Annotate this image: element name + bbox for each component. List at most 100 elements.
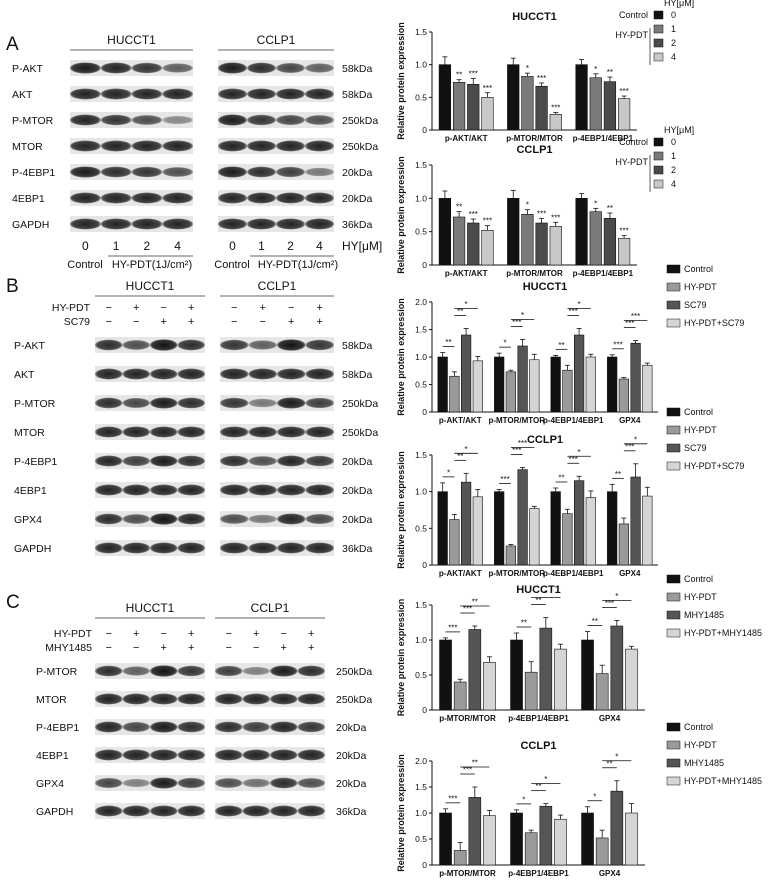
legend-dose-value: 0	[671, 137, 676, 147]
blot-band	[218, 114, 247, 126]
blot-band	[177, 368, 205, 380]
treatment-sign: +	[260, 302, 266, 314]
blot-band	[122, 398, 150, 408]
treatment-sign: −	[231, 316, 237, 328]
blot-band	[122, 368, 150, 380]
bar	[472, 360, 483, 413]
bar	[472, 496, 483, 566]
significance-label: ***	[483, 217, 492, 226]
blot-band	[177, 749, 205, 761]
significance-label: *	[526, 201, 529, 210]
bar	[625, 648, 638, 711]
bar	[595, 837, 609, 866]
legend-dose-value: 2	[671, 38, 676, 48]
y-tick-label: 1.5	[415, 782, 427, 792]
chart-title: CCLP1	[520, 740, 556, 752]
significance-label: *	[526, 64, 529, 73]
blot-band	[270, 777, 298, 789]
blot-band	[177, 721, 205, 733]
significance-label: ***	[551, 103, 560, 112]
significance-label: ***	[631, 312, 640, 321]
bar	[618, 523, 629, 566]
blot-band	[70, 192, 101, 204]
blot-band	[150, 484, 178, 496]
protein-label: MTOR	[14, 427, 45, 439]
cell-line-label: HUCCT1	[126, 279, 175, 293]
significance-label: ***	[625, 442, 634, 451]
blot-band	[95, 542, 123, 554]
significance-label: ***	[551, 213, 560, 222]
legend-label: HY-PDT+MHY1485	[684, 776, 762, 786]
blot-band	[122, 693, 150, 705]
bar	[610, 790, 624, 866]
group-label-hypdt: HY-PDT(1J/cm²)	[258, 259, 338, 271]
mw-label: 58kDa	[342, 340, 373, 352]
treatment-sign: +	[188, 316, 194, 328]
blot-band	[122, 340, 150, 350]
blot-band	[305, 542, 334, 554]
chart-title: HUCCT1	[516, 584, 561, 596]
significance-label: **	[607, 204, 613, 213]
y-tick-label: 1.5	[415, 27, 427, 37]
bar	[510, 639, 523, 711]
significance-label: **	[472, 598, 478, 607]
chart-0: HUCCT1 Relative protein expression 0 0.5 1.0…	[396, 11, 637, 143]
significance-label: **	[592, 617, 598, 626]
significance-label: ***	[448, 794, 457, 803]
y-tick-label: 1.5	[415, 600, 427, 610]
blot-band	[305, 140, 334, 152]
y-tick-label: 2.0	[415, 297, 427, 307]
category-label: GPX4	[619, 416, 641, 425]
legend-dose-value: 4	[671, 52, 676, 62]
significance-label: ***	[569, 307, 578, 316]
protein-label: P-MTOR	[14, 398, 56, 410]
blot-band	[248, 426, 277, 438]
blot-band	[70, 62, 101, 74]
blot-band	[100, 140, 132, 152]
mw-label: 250kDa	[336, 694, 372, 706]
bar	[452, 216, 466, 266]
category-label: p-MTOR/MTOR	[439, 869, 496, 878]
blot-band	[177, 513, 205, 525]
blot-band	[248, 368, 277, 380]
treatment-sign: −	[161, 302, 167, 314]
significance-label: ***	[619, 87, 628, 96]
legend-swatch	[653, 137, 664, 147]
blot-panel-b: HUCCT1 CCLP1 HY-PDT − + − + − + − + SC79 − − + + − − + + P-A…	[14, 279, 378, 556]
legend-label: MHY1485	[684, 610, 724, 620]
chart-1: CCLP1 Relative protein expression 0 0.5 1.0 1…	[396, 144, 637, 278]
y-tick-label: 1.5	[415, 160, 427, 170]
chart-title: HUCCT1	[523, 281, 568, 293]
blot-band	[247, 114, 276, 126]
bar	[438, 64, 452, 131]
treatment-sign: −	[281, 628, 287, 640]
blot-band	[95, 805, 123, 817]
blot-band	[215, 805, 243, 817]
legend-swatch	[653, 38, 664, 48]
bar	[550, 356, 561, 413]
significance-label: **	[445, 338, 451, 347]
mw-label: 36kDa	[342, 219, 373, 231]
blot-band	[95, 665, 123, 677]
blot-band	[276, 140, 305, 152]
blot-band	[162, 63, 193, 73]
bar	[581, 812, 594, 866]
legend-dose-value: 1	[671, 24, 676, 34]
group-label-hypdt: HY-PDT(1J/cm²)	[112, 259, 192, 271]
legend-dose-value: 1	[671, 151, 676, 161]
blot-band	[100, 62, 132, 74]
category-label: p-4EBP1/4EBP1	[543, 416, 604, 425]
dose-label: 0	[82, 239, 89, 253]
bar	[483, 662, 496, 711]
blot-band	[276, 115, 305, 125]
cell-line-label: CCLP1	[251, 601, 290, 615]
legend-label: MHY1485	[684, 758, 724, 768]
protein-label: P-4EBP1	[14, 456, 57, 468]
blot-band	[277, 513, 306, 525]
significance-label: *	[594, 199, 597, 208]
dose-label: 0	[229, 239, 236, 253]
blot-band	[215, 693, 243, 705]
bar	[617, 98, 631, 131]
blot-band	[162, 88, 193, 100]
y-tick-label: 0	[422, 125, 427, 135]
